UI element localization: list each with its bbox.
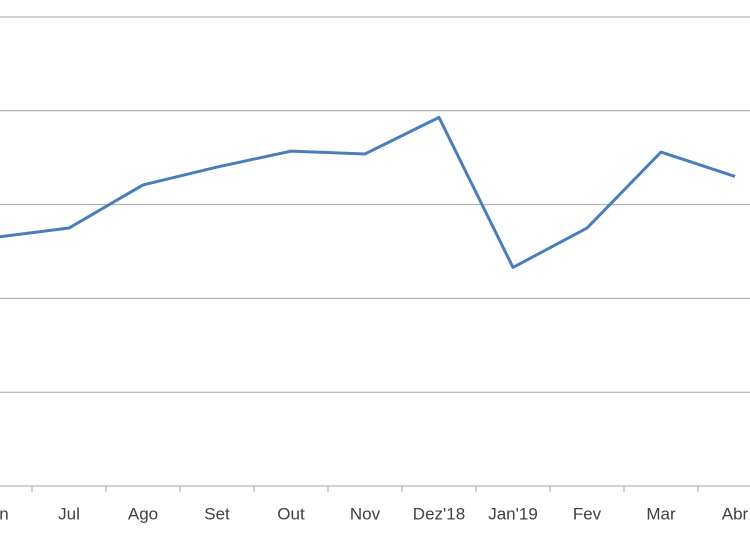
x-tick-label: Out bbox=[277, 504, 305, 523]
x-tick-label: Jan'19 bbox=[488, 504, 538, 523]
x-tick-label: Set bbox=[204, 504, 230, 523]
data-line bbox=[0, 115, 736, 269]
x-tick-label: Dez'18 bbox=[413, 504, 465, 523]
x-tick-label: Nov bbox=[350, 504, 381, 523]
x-tick-label: Mar bbox=[646, 504, 676, 523]
x-tick-label: Jul bbox=[58, 504, 80, 523]
x-tick-label: Fev bbox=[573, 504, 602, 523]
x-tick-label: Ago bbox=[128, 504, 158, 523]
x-tick-label: Abr bbox=[722, 504, 749, 523]
x-tick-label: Jun bbox=[0, 504, 9, 523]
